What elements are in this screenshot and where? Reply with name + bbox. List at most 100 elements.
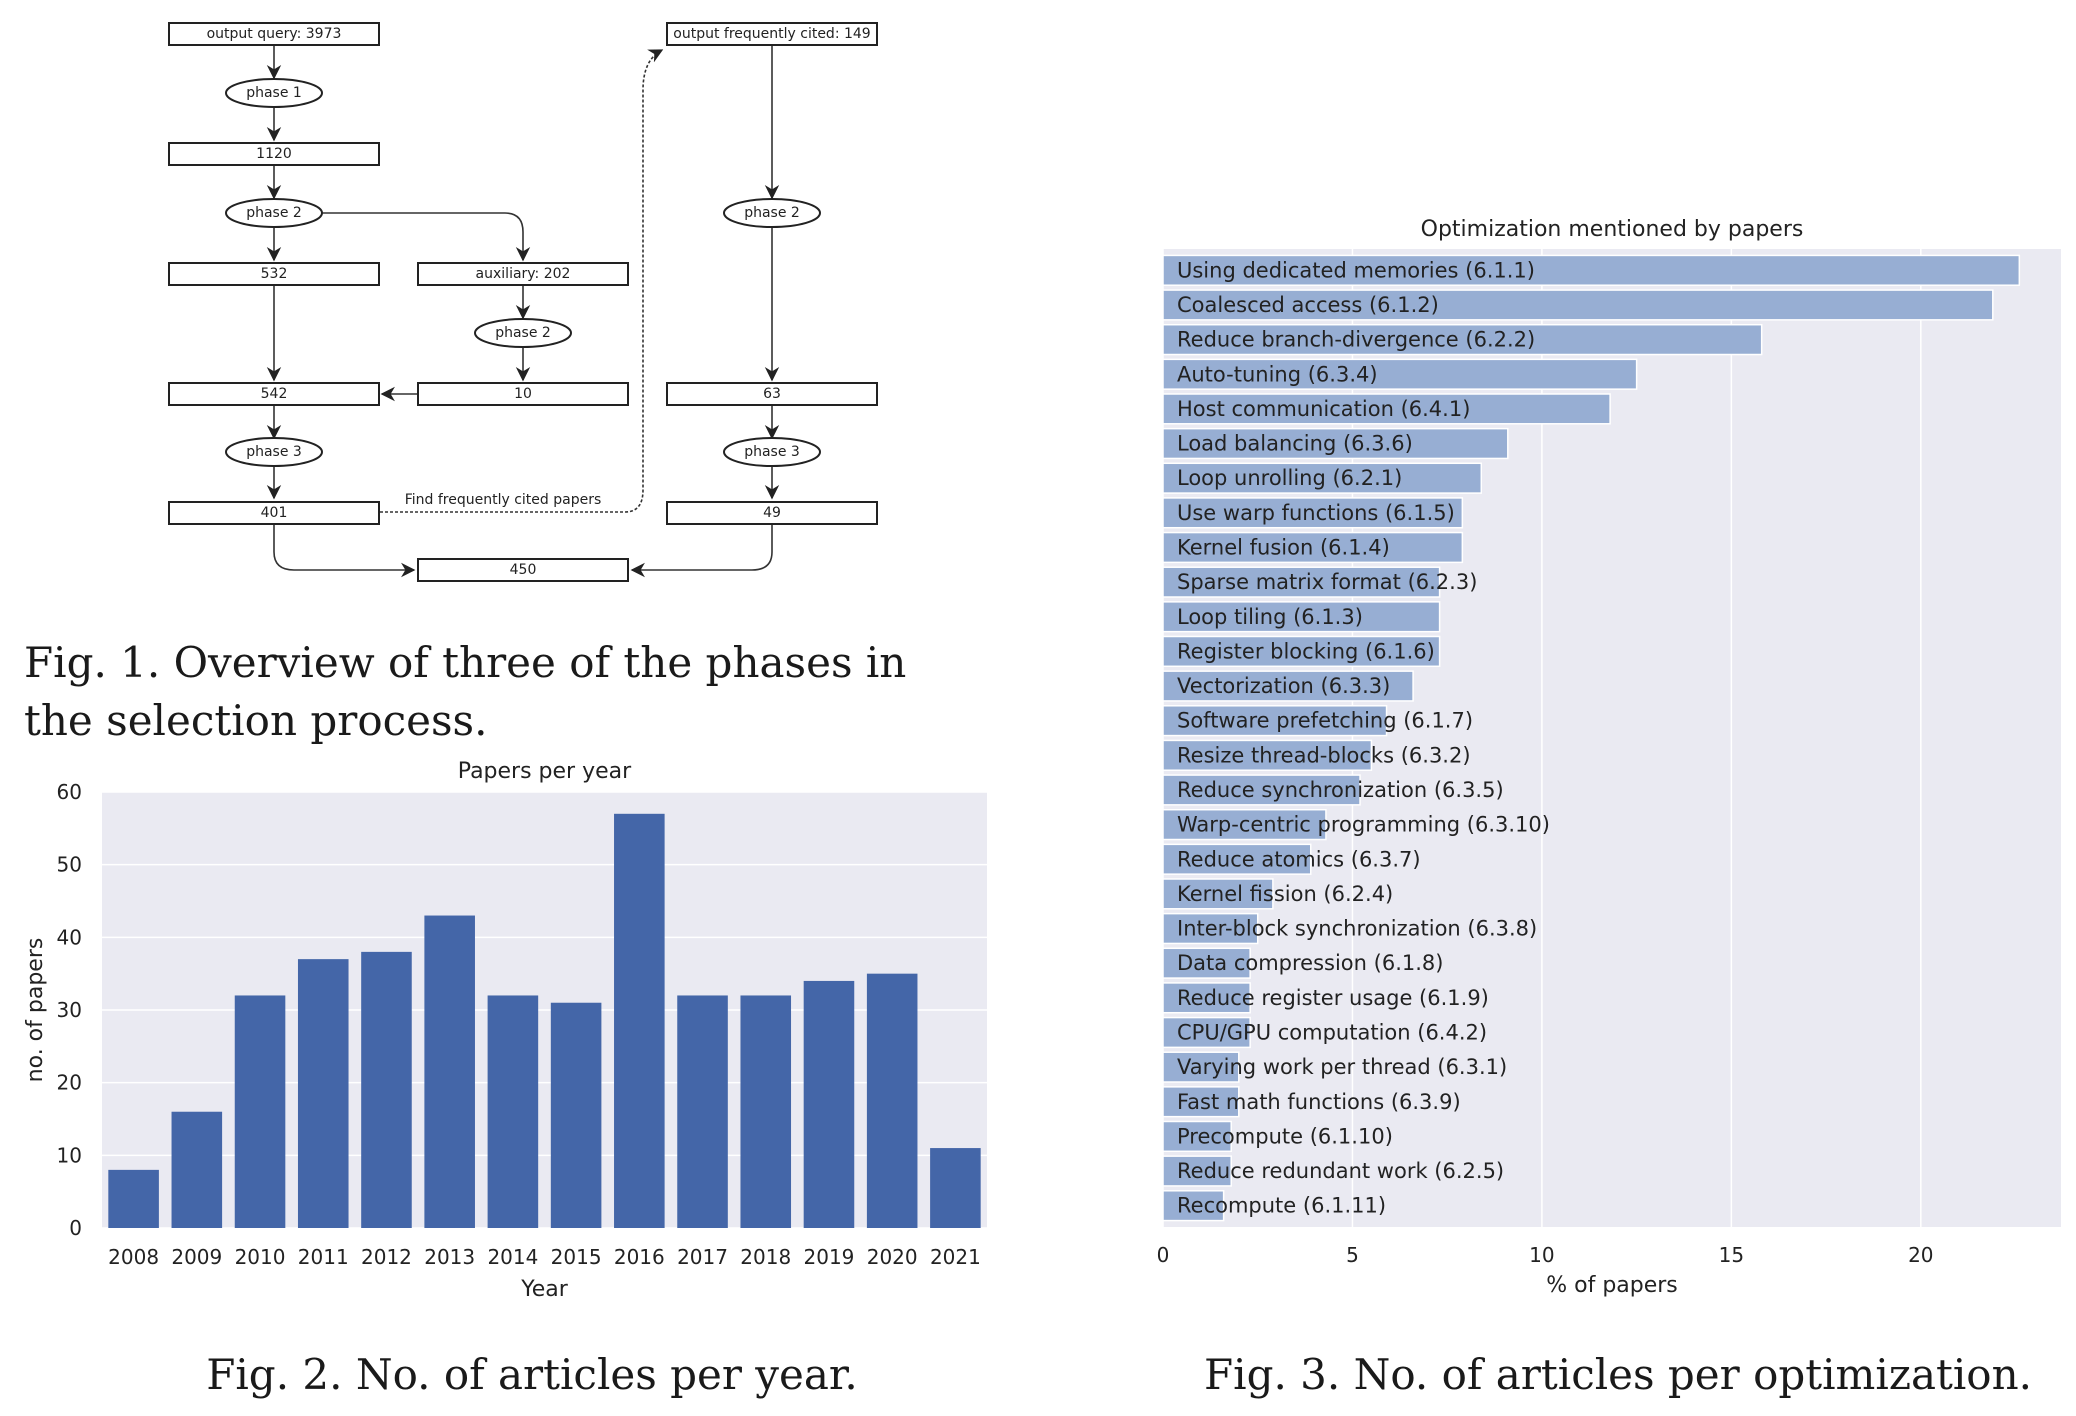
x-tick-label: 2013 — [424, 1245, 475, 1269]
bar-2019 — [803, 980, 855, 1228]
y-tick-label: 0 — [69, 1216, 82, 1240]
svg-text:542: 542 — [261, 386, 288, 402]
bar-label: Reduce synchronization (6.3.5) — [1177, 778, 1504, 802]
bar-8 — [1162, 531, 1464, 564]
bar-label: Fast math functions (6.3.9) — [1177, 1090, 1461, 1114]
x-tick-label: 2014 — [487, 1245, 538, 1269]
bar-label: Using dedicated memories (6.1.1) — [1177, 258, 1535, 282]
bar-2 — [1162, 323, 1763, 356]
bar-20 — [1162, 947, 1251, 979]
y-tick-label: 50 — [57, 853, 82, 877]
svg-text:output query: 3973: output query: 3973 — [207, 26, 342, 42]
y-tick-label: 60 — [57, 780, 82, 804]
bar-label: Kernel fission (6.2.4) — [1177, 882, 1393, 906]
bar-18 — [1162, 878, 1274, 910]
bar-label: Data compression (6.1.8) — [1177, 951, 1443, 975]
svg-text:450: 450 — [510, 562, 537, 578]
node-1120: 1120 — [168, 142, 380, 166]
bar-13 — [1162, 705, 1388, 737]
x-tick-label: 2018 — [740, 1245, 791, 1269]
bar-2017 — [677, 995, 728, 1228]
svg-text:auxiliary: 202: auxiliary: 202 — [476, 266, 571, 282]
y-axis-label: no. of papers — [23, 938, 48, 1083]
bar-label: Coalesced access (6.1.2) — [1177, 293, 1439, 317]
bar-label: Sparse matrix format (6.2.3) — [1177, 570, 1477, 594]
bar-label: Recompute (6.1.11) — [1177, 1194, 1386, 1218]
y-tick-label: 40 — [57, 925, 82, 949]
svg-text:phase 1: phase 1 — [246, 85, 302, 101]
svg-text:49: 49 — [763, 505, 781, 521]
figure1-caption: Fig. 1. Overview of three of the phases … — [24, 638, 907, 745]
edge-label-frequently-cited: Find frequently cited papers — [405, 492, 602, 508]
bar-label: Vectorization (6.3.3) — [1177, 674, 1390, 698]
svg-text:1120: 1120 — [256, 146, 292, 162]
bar-2013 — [424, 915, 475, 1228]
papers-per-year-chart: 0 10 20 30 40 50 60 2008 2009 2010 2011 2012 2013 201… — [23, 759, 987, 1302]
bar-label: Reduce atomics (6.3.7) — [1177, 847, 1421, 871]
bar-24 — [1162, 1086, 1240, 1118]
x-tick-label: 2017 — [677, 1245, 728, 1269]
x-tick-label: 15 — [1719, 1243, 1744, 1267]
node-cited: output frequently cited: 149 — [666, 22, 878, 46]
svg-text:phase 3: phase 3 — [744, 444, 800, 460]
node-401: 401 — [168, 501, 380, 525]
bar-19 — [1162, 912, 1259, 945]
bar-2014 — [487, 995, 539, 1228]
bar-label: Software prefetching (6.1.7) — [1177, 709, 1473, 733]
node-542: 542 — [168, 382, 380, 406]
bar-2018 — [740, 995, 792, 1228]
bar-2009 — [171, 1111, 223, 1228]
bar-2012 — [361, 951, 412, 1228]
node-phase2-right: phase 2 — [723, 198, 821, 228]
bar-2020 — [866, 973, 918, 1228]
bar-2021 — [930, 1148, 981, 1228]
bar-0 — [1162, 254, 2021, 286]
bar-5 — [1162, 427, 1509, 460]
bar-label: Loop unrolling (6.2.1) — [1177, 466, 1402, 490]
bar-label: Reduce redundant work (6.2.5) — [1177, 1159, 1504, 1183]
bar-3 — [1162, 358, 1638, 390]
bar-label: Reduce register usage (6.1.9) — [1177, 986, 1489, 1010]
node-phase2-mid: phase 2 — [474, 318, 572, 348]
svg-text:10: 10 — [514, 386, 532, 402]
bar-label: Register blocking (6.1.6) — [1177, 639, 1435, 663]
x-tick-label: 2010 — [235, 1245, 286, 1269]
bar-7 — [1162, 497, 1464, 529]
y-tick-label: 20 — [57, 1071, 82, 1095]
flowchart-edges — [266, 45, 780, 578]
chart-title: Optimization mentioned by papers — [1421, 217, 1804, 242]
svg-text:63: 63 — [763, 386, 781, 402]
x-tick-label: 2008 — [108, 1245, 159, 1269]
node-phase3-left: phase 3 — [225, 437, 323, 467]
bar-25 — [1162, 1120, 1232, 1153]
x-tick-label: 2016 — [614, 1245, 665, 1269]
bar-1 — [1162, 289, 1994, 321]
flowchart: output query: 3973 phase 1 1120 phase 2 … — [168, 22, 878, 582]
x-tick-label: 2012 — [361, 1245, 412, 1269]
node-49: 49 — [666, 501, 878, 525]
bar-2016 — [614, 813, 665, 1228]
bar-label: CPU/GPU computation (6.4.2) — [1177, 1020, 1487, 1044]
x-tick-label: 2011 — [298, 1245, 349, 1269]
bar-label: Varying work per thread (6.3.1) — [1177, 1055, 1507, 1079]
bar-2008 — [108, 1169, 159, 1228]
bar-23 — [1162, 1051, 1240, 1083]
svg-text:phase 2: phase 2 — [495, 325, 551, 341]
bar-16 — [1162, 808, 1327, 841]
x-tick-label: 2021 — [930, 1245, 981, 1269]
svg-text:phase 2: phase 2 — [744, 205, 800, 221]
svg-text:532: 532 — [261, 266, 288, 282]
bar-2010 — [234, 995, 286, 1228]
svg-text:401: 401 — [261, 505, 288, 521]
svg-text:phase 2: phase 2 — [246, 205, 302, 221]
bar-4 — [1162, 393, 1611, 425]
y-tick-label: 30 — [57, 998, 82, 1022]
bar-6 — [1162, 462, 1483, 494]
bar-label: Host communication (6.4.1) — [1177, 397, 1470, 421]
figure2-caption: Fig. 2. No. of articles per year. — [206, 1350, 858, 1399]
bar-label: Resize thread-blocks (6.3.2) — [1177, 743, 1471, 767]
chart-title: Papers per year — [458, 759, 632, 784]
bar-label: Precompute (6.1.10) — [1177, 1124, 1393, 1148]
svg-text:phase 3: phase 3 — [246, 444, 302, 460]
x-tick-label: 5 — [1346, 1243, 1359, 1267]
